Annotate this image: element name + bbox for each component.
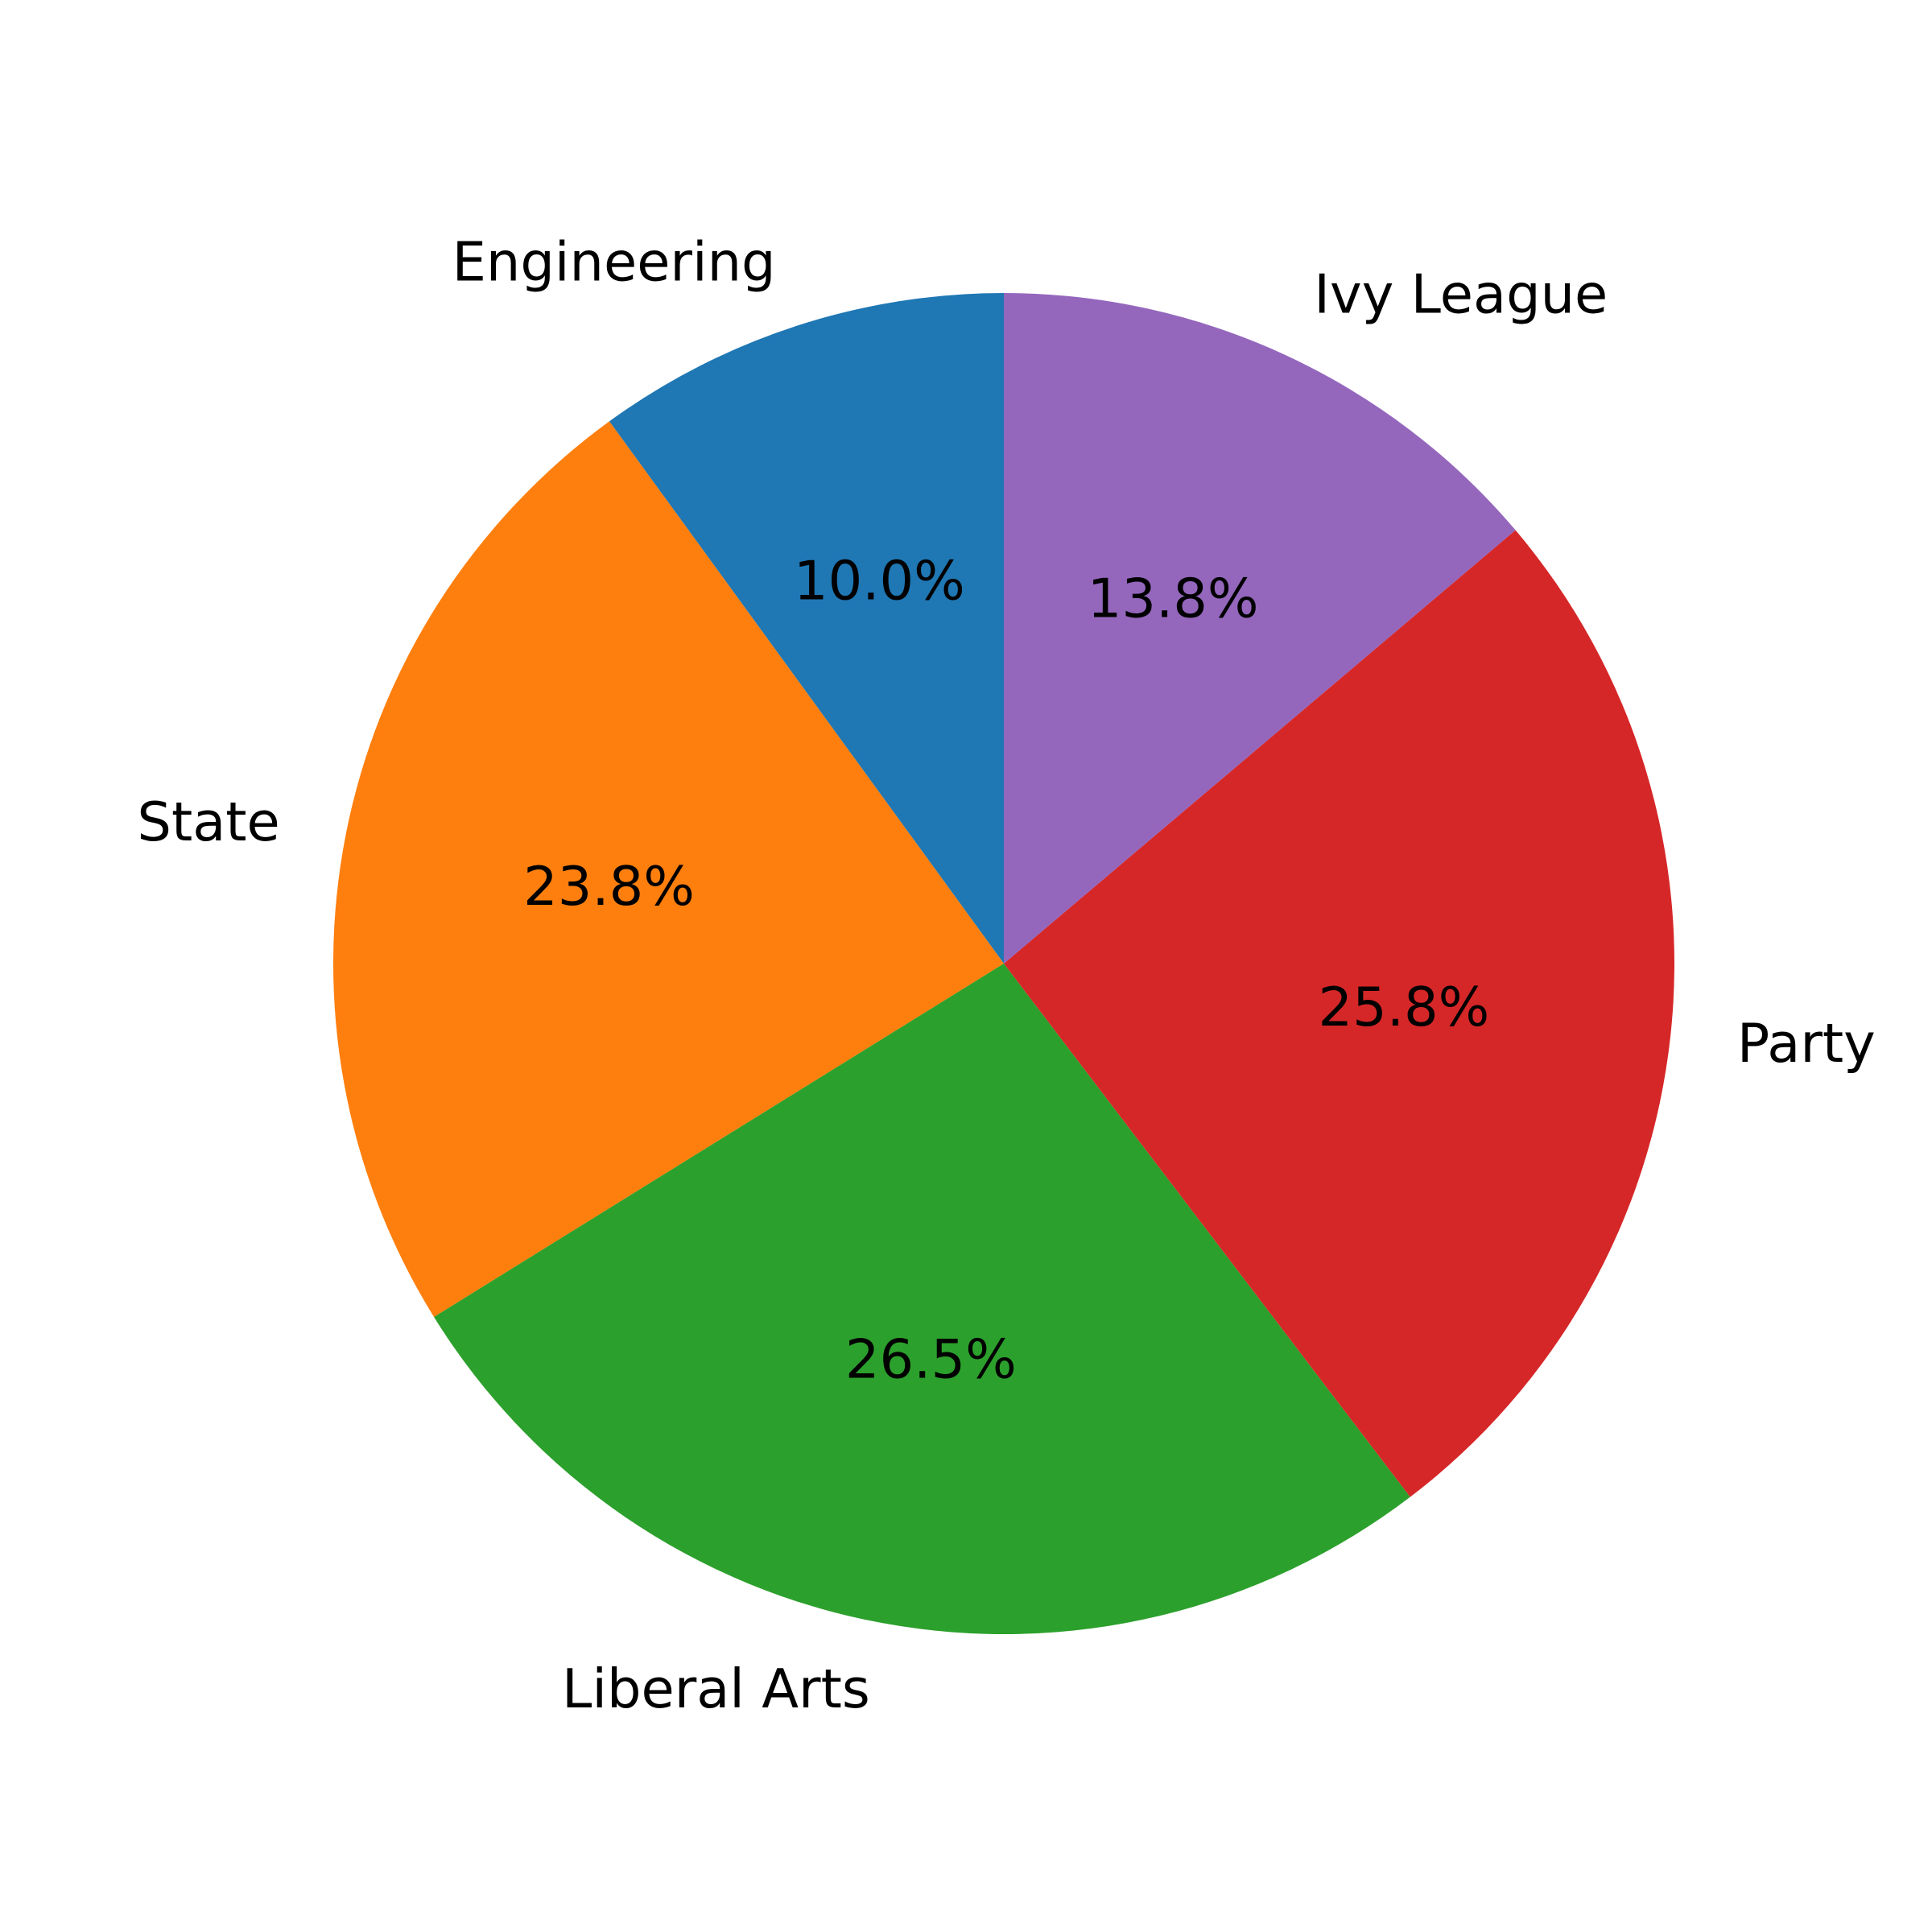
pie-slices (332, 293, 1674, 1634)
percent-label-ivy-league: 13.8% (1088, 568, 1259, 630)
pie-slice-ivy-league (1004, 293, 1516, 964)
category-label-liberal-arts: Liberal Arts (562, 1657, 870, 1720)
percent-label-party: 25.8% (1318, 976, 1489, 1038)
pie-labels: Engineering 10.0% State 23.8% Liberal Arts 26… (137, 231, 1875, 1720)
pie-slice-party (1004, 530, 1674, 1497)
percent-label-liberal-arts: 26.5% (845, 1328, 1017, 1391)
category-label-engineering: Engineering (452, 231, 776, 294)
pie-slice-state (332, 421, 1005, 1317)
percent-label-state: 23.8% (523, 855, 695, 918)
category-label-ivy-league: Ivy League (1314, 263, 1608, 326)
pie-slice-engineering (609, 293, 1004, 964)
pie-slice-liberal-arts (434, 964, 1410, 1634)
category-label-state: State (137, 791, 279, 853)
category-label-party: Party (1737, 1012, 1876, 1075)
percent-label-engineering: 10.0% (794, 550, 965, 613)
